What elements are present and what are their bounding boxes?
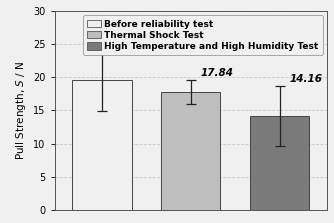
Bar — [161, 92, 220, 210]
Legend: Before reliability test, Thermal Shock Test, High Temperature and High Humidity : Before reliability test, Thermal Shock T… — [83, 15, 323, 55]
Bar — [72, 81, 132, 210]
Text: 17.84: 17.84 — [200, 68, 233, 78]
Text: 14.16: 14.16 — [289, 74, 322, 84]
Bar — [250, 116, 309, 210]
Text: 19.53: 19.53 — [112, 38, 145, 48]
Y-axis label: Pull Strength, $S$ / N: Pull Strength, $S$ / N — [14, 61, 28, 160]
